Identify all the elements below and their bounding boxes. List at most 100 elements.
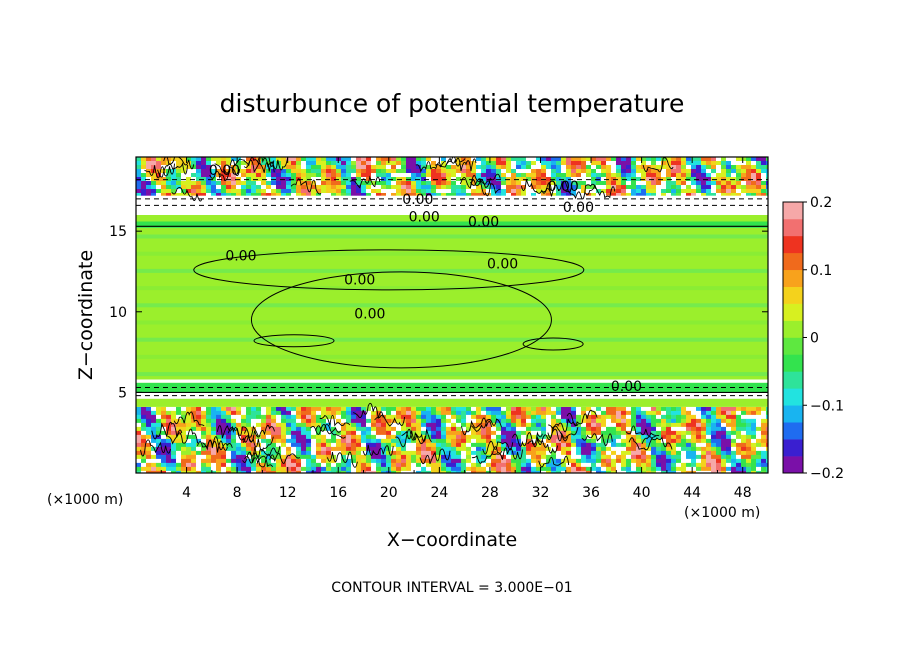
contour-line-turbulent — [173, 411, 205, 427]
heatmap-cell — [686, 450, 692, 456]
heatmap-cell — [181, 430, 187, 436]
heatmap-cell — [496, 169, 502, 174]
heatmap-cell — [191, 470, 197, 473]
heatmap-cell — [556, 454, 562, 460]
heatmap-cell — [731, 418, 737, 424]
heatmap-cell — [661, 466, 667, 472]
heatmap-cell — [231, 422, 237, 428]
heatmap-cell — [311, 177, 317, 182]
heatmap-cell — [326, 193, 332, 198]
heatmap-cell — [166, 406, 172, 412]
heatmap-cell — [601, 157, 607, 162]
heatmap-cell — [746, 462, 752, 468]
heatmap-cell — [471, 185, 477, 190]
heatmap-cell — [676, 442, 682, 448]
heatmap-cell — [196, 466, 202, 472]
heatmap-cell — [206, 173, 212, 178]
heatmap-cell — [656, 422, 662, 428]
heatmap-cell — [596, 438, 602, 444]
heatmap-cell — [276, 414, 282, 420]
heatmap-cell — [601, 466, 607, 472]
heatmap-cell — [611, 466, 617, 472]
heatmap-cell — [211, 454, 217, 460]
heatmap-cell — [306, 410, 312, 416]
heatmap-cell — [446, 438, 452, 444]
heatmap-cell — [721, 193, 727, 198]
heatmap-cell — [621, 189, 627, 194]
heatmap-cell — [621, 446, 627, 452]
heatmap-cell — [566, 438, 572, 444]
heatmap-cell — [401, 422, 407, 428]
heatmap-cell — [596, 442, 602, 448]
heatmap-cell — [696, 161, 702, 166]
heatmap-cell — [316, 181, 322, 186]
heatmap-cell — [731, 189, 737, 194]
heatmap-cell — [531, 454, 537, 460]
heatmap-cell — [661, 161, 667, 166]
heatmap-cell — [586, 157, 592, 162]
heatmap-cell — [531, 418, 537, 424]
heatmap-cell — [276, 169, 282, 174]
heatmap-cell — [511, 177, 517, 182]
heatmap-cell — [671, 181, 677, 186]
y-tick-label: 10 — [109, 305, 127, 321]
heatmap-cell — [761, 161, 767, 166]
heatmap-cell — [301, 193, 307, 198]
heatmap-cell — [621, 193, 627, 198]
heatmap-cell — [661, 426, 667, 432]
heatmap-cell — [606, 169, 612, 174]
heatmap-stripe — [136, 320, 768, 325]
heatmap-cell — [581, 458, 587, 464]
heatmap-cell — [231, 169, 237, 174]
heatmap-cell — [626, 193, 632, 198]
heatmap-cell — [346, 430, 352, 436]
heatmap-cell — [486, 185, 492, 190]
heatmap-cell — [606, 466, 612, 472]
heatmap-cell — [666, 458, 672, 464]
heatmap-cell — [486, 414, 492, 420]
heatmap-cell — [346, 173, 352, 178]
contour-line-turbulent — [482, 440, 514, 455]
heatmap-cell — [221, 189, 227, 194]
heatmap-cell — [471, 181, 477, 186]
heatmap-cell — [376, 169, 382, 174]
heatmap-cell — [516, 434, 522, 440]
heatmap-cell — [641, 446, 647, 452]
heatmap-cell — [671, 462, 677, 468]
heatmap-cell — [316, 442, 322, 448]
heatmap-cell — [471, 466, 477, 472]
heatmap-cell — [191, 434, 197, 440]
heatmap-cell — [426, 181, 432, 186]
heatmap-cell — [346, 462, 352, 468]
heatmap-cell — [211, 470, 217, 473]
heatmap-cell — [496, 430, 502, 436]
heatmap-cell — [701, 414, 707, 420]
heatmap-cell — [476, 193, 482, 198]
heatmap-cell — [326, 181, 332, 186]
heatmap-cell — [621, 450, 627, 456]
heatmap-stripe — [136, 251, 768, 256]
heatmap-cell — [486, 173, 492, 178]
heatmap-cell — [701, 173, 707, 178]
heatmap-cell — [671, 458, 677, 464]
heatmap-cell — [546, 470, 552, 473]
heatmap-cell — [281, 157, 287, 162]
heatmap-cell — [606, 430, 612, 436]
heatmap-cell — [561, 410, 567, 416]
heatmap-cell — [231, 434, 237, 440]
heatmap-cell — [621, 422, 627, 428]
heatmap-cell — [551, 450, 557, 456]
heatmap-cell — [216, 418, 222, 424]
heatmap-cell — [631, 422, 637, 428]
heatmap-cell — [631, 462, 637, 468]
heatmap-cell — [151, 446, 157, 452]
heatmap-cell — [546, 458, 552, 464]
heatmap-cell — [411, 450, 417, 456]
heatmap-cell — [186, 450, 192, 456]
heatmap-cell — [436, 422, 442, 428]
heatmap-cell — [721, 169, 727, 174]
contour-line-turbulent — [461, 417, 492, 436]
heatmap-cell — [476, 454, 482, 460]
heatmap-cell — [181, 462, 187, 468]
heatmap-cell — [651, 470, 657, 473]
